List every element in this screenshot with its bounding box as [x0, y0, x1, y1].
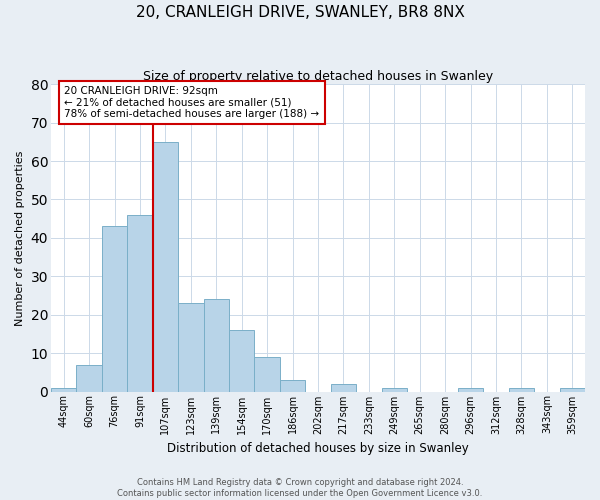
Bar	[229, 330, 254, 392]
Text: Contains HM Land Registry data © Crown copyright and database right 2024.
Contai: Contains HM Land Registry data © Crown c…	[118, 478, 482, 498]
Bar	[509, 388, 534, 392]
Bar	[127, 215, 152, 392]
Bar	[203, 300, 229, 392]
Bar	[280, 380, 305, 392]
Bar	[382, 388, 407, 392]
Bar	[76, 364, 102, 392]
Bar	[254, 357, 280, 392]
Text: 20 CRANLEIGH DRIVE: 92sqm
← 21% of detached houses are smaller (51)
78% of semi-: 20 CRANLEIGH DRIVE: 92sqm ← 21% of detac…	[64, 86, 319, 120]
Bar	[560, 388, 585, 392]
Bar	[178, 303, 203, 392]
Bar	[458, 388, 483, 392]
Title: Size of property relative to detached houses in Swanley: Size of property relative to detached ho…	[143, 70, 493, 83]
Bar	[331, 384, 356, 392]
Text: 20, CRANLEIGH DRIVE, SWANLEY, BR8 8NX: 20, CRANLEIGH DRIVE, SWANLEY, BR8 8NX	[136, 5, 464, 20]
X-axis label: Distribution of detached houses by size in Swanley: Distribution of detached houses by size …	[167, 442, 469, 455]
Bar	[152, 142, 178, 392]
Y-axis label: Number of detached properties: Number of detached properties	[15, 150, 25, 326]
Bar	[51, 388, 76, 392]
Bar	[102, 226, 127, 392]
